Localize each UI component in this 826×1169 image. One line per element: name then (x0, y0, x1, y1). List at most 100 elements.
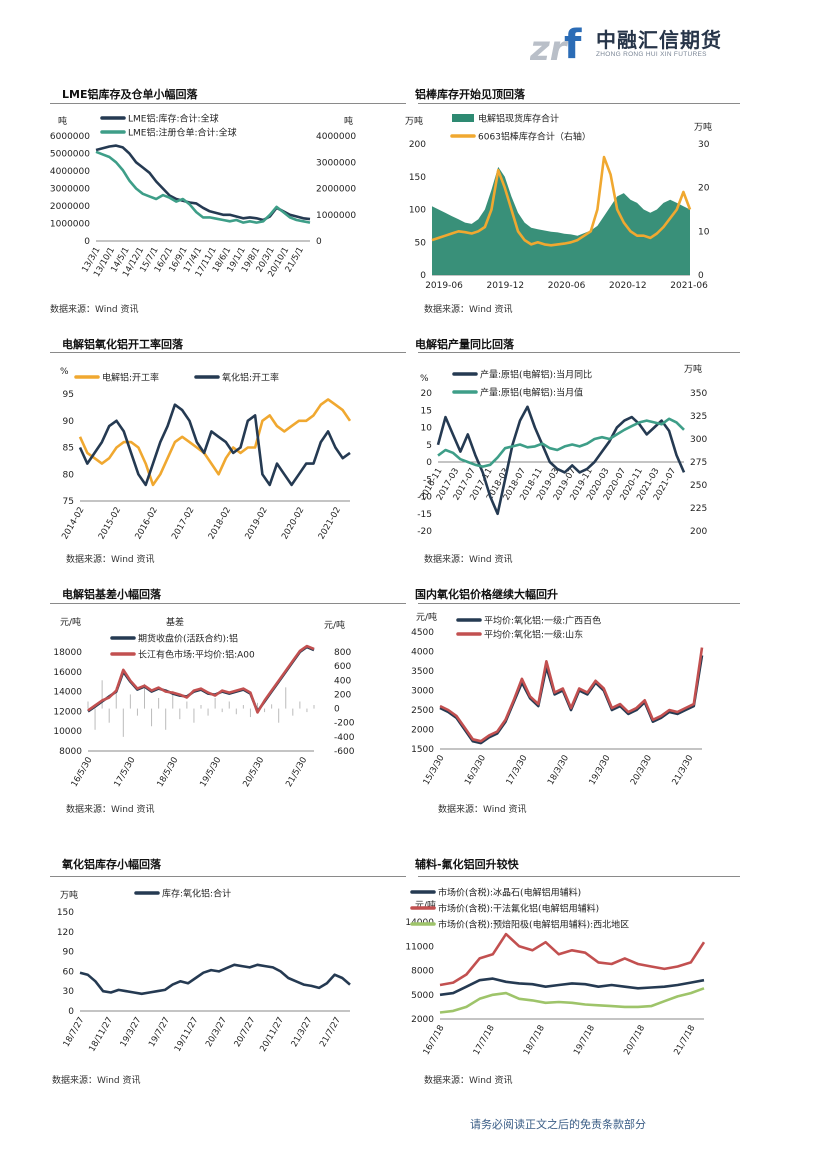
company-logo: zr f 中融汇信期货 ZHONG RONG HUI XIN FUTURES (530, 18, 740, 66)
left-tick-label: 150 (57, 908, 74, 918)
left-tick-label: 5000000 (50, 150, 90, 160)
left-tick-label: 3000000 (50, 185, 90, 195)
right-tick-label: 0 (334, 705, 340, 715)
svg-text:f: f (564, 22, 582, 66)
right-axis-unit: 吨 (344, 115, 353, 127)
left-tick-label: 95 (63, 390, 74, 400)
right-tick-label: 0 (316, 237, 322, 247)
left-tick-label: 2000 (411, 1015, 434, 1025)
x-tick-label: 2020-06 (548, 281, 586, 291)
x-tick-label: 2019-06 (425, 281, 463, 291)
left-axis-unit: 元/吨 (416, 611, 437, 623)
x-tick-label: 2020-02 (280, 506, 306, 542)
data-source: 数据来源：Wind 资讯 (424, 1074, 512, 1086)
right-tick-label: 225 (690, 504, 707, 514)
right-axis-unit: 元/吨 (324, 619, 345, 631)
left-tick-label: 8000 (59, 747, 82, 757)
x-tick-label: 21/7/18 (672, 1024, 697, 1057)
chart-title: 铝棒库存开始见顶回落 (415, 87, 526, 101)
chart-title: 辅料-氟化铝回升较快 (415, 857, 520, 871)
series-line-2 (95, 150, 311, 224)
left-axis-unit: 吨 (58, 115, 67, 127)
left-tick-label: 30 (63, 987, 75, 997)
legend-label: 市场价(含税):预焙阳极(电解铝用辅料):西北地区 (438, 919, 629, 931)
legend-label: 市场价(含税):冰晶石(电解铝用辅料) (438, 887, 581, 899)
x-tick-label: 20/7/18 (622, 1024, 647, 1057)
x-tick-label: 21/5/30 (284, 756, 309, 789)
left-tick-label: 50 (415, 238, 427, 248)
left-tick-label: 10000 (53, 727, 82, 737)
series-line-1 (78, 398, 352, 487)
right-tick-label: 2000000 (316, 185, 356, 195)
legend-label: 氧化铝:开工率 (222, 372, 279, 384)
right-tick-label: 4000000 (316, 132, 356, 142)
data-source: 数据来源：Wind 资讯 (66, 803, 154, 815)
x-tick-label: 21/7/27 (318, 1016, 343, 1049)
right-axis-unit: 万吨 (694, 121, 712, 133)
x-tick-label: 19/3/27 (119, 1016, 144, 1049)
right-tick-label: 275 (690, 458, 707, 468)
left-tick-label: 2500 (411, 706, 434, 716)
right-tick-label: 200 (690, 527, 707, 537)
x-tick-label: 2017-02 (170, 506, 196, 542)
left-tick-label: 150 (409, 173, 426, 183)
right-tick-label: 350 (690, 389, 707, 399)
left-tick-label: 6000000 (50, 132, 90, 142)
left-tick-label: 11000 (405, 942, 434, 952)
legend-label: 期货收盘价(活跃合约):铝 (138, 633, 238, 645)
left-tick-label: 5 (426, 441, 432, 451)
chart-title: 国内氧化铝价格继续大幅回升 (415, 587, 558, 601)
x-tick-label: 2019-12 (486, 281, 524, 291)
legend-label: 电解铝:开工率 (102, 372, 159, 384)
x-tick-label: 2016-02 (133, 506, 159, 542)
legend-label: LME铝:注册仓单:合计:全球 (128, 127, 237, 139)
x-tick-label: 19/5/30 (198, 756, 223, 789)
title-rule (50, 103, 406, 104)
x-tick-label: 20/11/27 (258, 1016, 286, 1054)
legend-label: 市场价(含税):干法氟化铝(电解铝用辅料) (438, 903, 599, 915)
x-tick-label: 20/7/27 (233, 1016, 258, 1049)
left-tick-label: 1000000 (50, 220, 90, 230)
legend-label: 平均价:氧化铝:一级:广西百色 (484, 615, 601, 627)
right-axis-unit: 万吨 (684, 363, 702, 375)
left-tick-label: 0 (426, 458, 432, 468)
left-tick-label: 90 (63, 417, 75, 427)
x-tick-label: 16/7/18 (422, 1024, 447, 1057)
x-tick-label: 21/3/27 (290, 1016, 315, 1049)
title-rule (418, 603, 740, 604)
x-tick-label: 17/3/30 (505, 754, 530, 787)
left-axis-unit: 万吨 (60, 889, 78, 901)
left-tick-label: 14000 (53, 688, 82, 698)
svg-text:zr: zr (530, 29, 569, 66)
left-tick-label: 0 (420, 271, 426, 281)
x-tick-label: 20/3/27 (204, 1016, 229, 1049)
title-rule (418, 352, 740, 353)
series-line-1 (436, 405, 686, 516)
left-tick-label: 2000000 (50, 202, 90, 212)
series-line-2 (439, 647, 704, 743)
left-tick-label: 15 (421, 406, 432, 416)
chart-title: 电解铝基差小幅回落 (62, 587, 162, 601)
footer-disclaimer: 请务必阅读正文之后的免责条款部分 (470, 1118, 646, 1131)
x-tick-label: 20/3/30 (629, 754, 654, 787)
legend-label: LME铝:库存:合计:全球 (128, 113, 219, 125)
right-tick-label: 400 (334, 676, 351, 686)
left-tick-label: 0 (68, 1007, 74, 1017)
x-tick-label: 2014-02 (60, 506, 86, 542)
right-tick-label: 20 (698, 184, 710, 194)
left-tick-label: -5 (423, 475, 432, 485)
x-tick-label: 19/7/27 (147, 1016, 172, 1049)
data-source: 数据来源：Wind 资讯 (50, 303, 138, 315)
right-tick-label: 1000000 (316, 211, 356, 221)
right-tick-label: 30 (698, 140, 710, 150)
left-tick-label: 3000 (411, 687, 434, 697)
series-line-2 (78, 403, 351, 487)
data-source: 数据来源：Wind 资讯 (424, 553, 512, 565)
left-tick-label: 80 (63, 470, 75, 480)
